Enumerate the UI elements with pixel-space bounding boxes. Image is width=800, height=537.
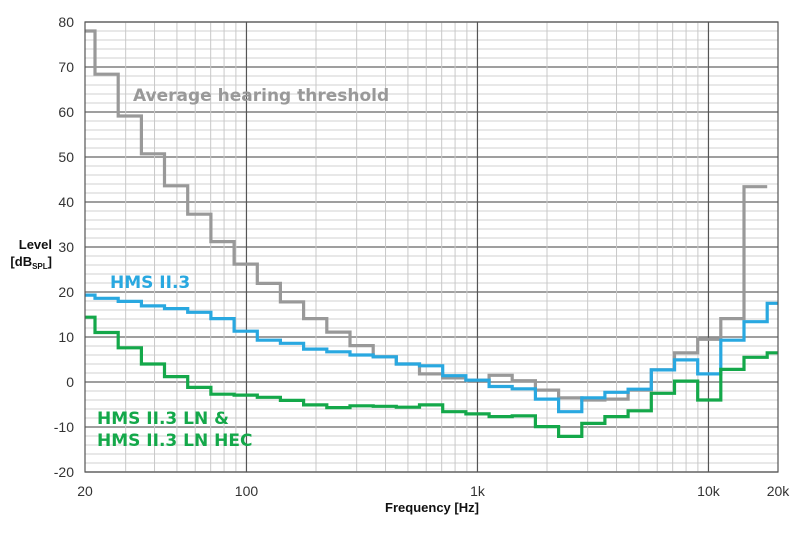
y-tick-label: 10 [58,329,74,345]
series-line-2 [85,315,778,438]
series-label-hms-ii3-ln-line2: HMS II.3 LN HEC [97,431,252,451]
y-axis-unit-close: ] [48,254,52,269]
series-label-hms-ii3: HMS II.3 [110,273,190,293]
x-tick-label: 20k [767,483,791,499]
y-tick-label: -10 [54,419,74,435]
series-label-average-hearing-threshold: Average hearing threshold [133,86,389,106]
x-tick-label: 20 [77,483,93,499]
y-axis-unit-open: [dB [10,254,32,269]
y-axis-unit-sub: SPL [32,262,48,271]
x-tick-label: 1k [470,483,486,499]
y-tick-label: 60 [58,104,74,120]
y-tick-labels: 80 70 60 50 40 30 20 10 0 -10 -20 [54,14,74,480]
y-tick-label: 80 [58,14,74,30]
x-tick-label: 10k [697,483,721,499]
y-axis-unit: [dBSPL] [10,254,52,271]
x-tick-labels: 20 100 1k 10k 20k [77,483,790,499]
series-group [85,29,778,438]
series-line-1 [85,293,778,414]
x-tick-label: 100 [235,483,259,499]
y-tick-label: 70 [58,59,74,75]
y-tick-label: 50 [58,149,74,165]
y-tick-label: 20 [58,284,74,300]
series-label-hms-ii3-ln-line1: HMS II.3 LN & [97,409,229,429]
x-axis-label: Frequency [Hz] [385,500,479,515]
plot-frame [84,21,779,473]
y-axis-label: Level [19,237,52,252]
y-tick-label: 40 [58,194,74,210]
y-tick-label: -20 [54,464,74,480]
y-tick-label: 30 [58,239,74,255]
grid [84,21,779,473]
y-tick-label: 0 [66,374,74,390]
